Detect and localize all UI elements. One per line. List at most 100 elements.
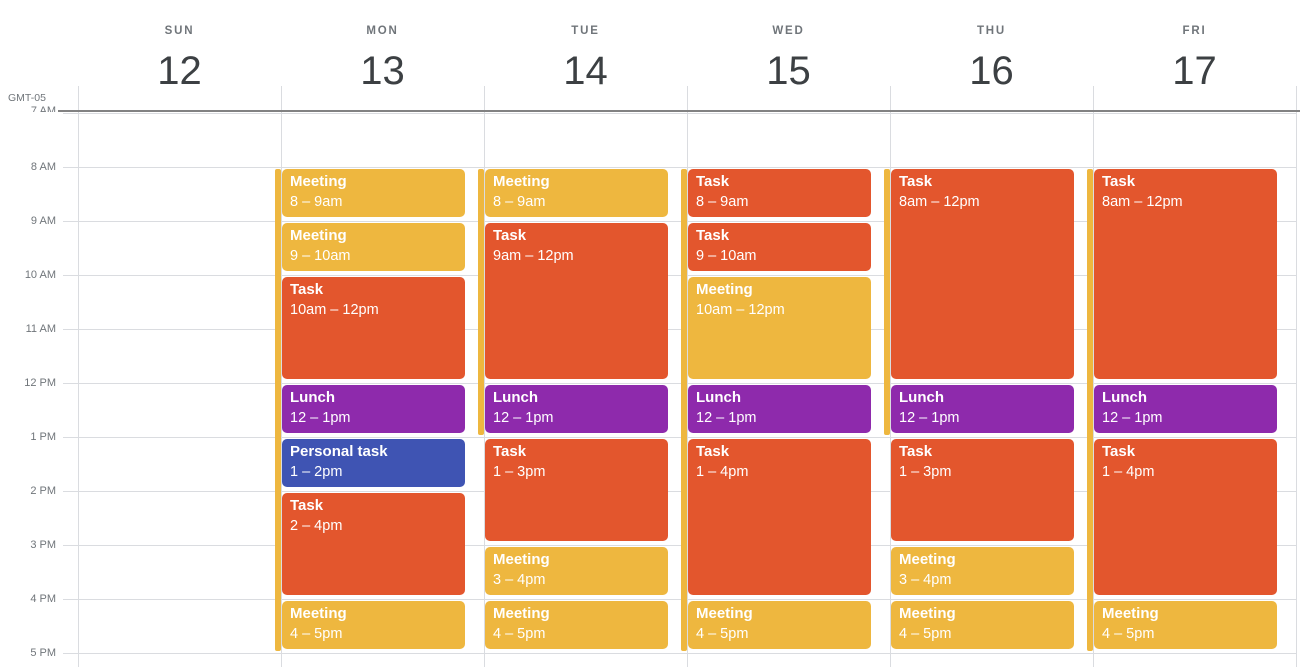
scroll-boundary-line xyxy=(58,110,1300,112)
day-grid-line xyxy=(1296,86,1297,667)
underlay-event-strip xyxy=(1087,169,1093,651)
calendar-event[interactable]: Meeting 4 – 5pm xyxy=(891,601,1074,649)
weekday-label: THU xyxy=(976,25,1007,37)
calendar-event[interactable]: Meeting 10am – 12pm xyxy=(688,277,871,379)
event-title: Task xyxy=(1102,173,1136,190)
day-grid-line xyxy=(1093,86,1094,667)
event-title: Meeting xyxy=(493,605,550,622)
underlay-event-strip xyxy=(681,169,687,651)
day-grid-line xyxy=(484,86,485,667)
event-time: 12 – 1pm xyxy=(1102,410,1163,426)
event-title: Task xyxy=(493,227,527,244)
event-time: 12 – 1pm xyxy=(493,410,554,426)
event-title: Lunch xyxy=(696,389,741,406)
event-time: 1 – 2pm xyxy=(290,464,343,480)
timezone-label: GMT-05 xyxy=(8,92,46,104)
event-time: 8am – 12pm xyxy=(1102,194,1183,210)
date-number[interactable]: 13 xyxy=(360,49,405,93)
calendar-event[interactable]: Task 1 – 3pm xyxy=(891,439,1074,541)
calendar-event[interactable]: Meeting 9 – 10am xyxy=(282,223,465,271)
event-time: 1 – 4pm xyxy=(1102,464,1155,480)
calendar-event[interactable]: Meeting 8 – 9am xyxy=(485,169,668,217)
calendar-event[interactable]: Task 2 – 4pm xyxy=(282,493,465,595)
calendar-event[interactable]: Lunch 12 – 1pm xyxy=(282,385,465,433)
calendar-event[interactable]: Meeting 3 – 4pm xyxy=(485,547,668,595)
hour-grid-line xyxy=(63,545,1296,546)
event-title: Task xyxy=(1102,443,1136,460)
hour-grid-line xyxy=(63,491,1296,492)
hour-label: 11 AM xyxy=(25,323,56,335)
event-title: Task xyxy=(899,443,933,460)
calendar-event[interactable]: Task 9am – 12pm xyxy=(485,223,668,379)
event-title: Meeting xyxy=(696,605,753,622)
event-time: 9 – 10am xyxy=(290,248,351,264)
hour-label: 3 PM xyxy=(30,539,56,551)
hour-label: 4 PM xyxy=(30,593,56,605)
calendar-event[interactable]: Meeting 4 – 5pm xyxy=(688,601,871,649)
date-number[interactable]: 16 xyxy=(969,49,1014,93)
date-number[interactable]: 14 xyxy=(563,49,608,93)
calendar-event[interactable]: Lunch 12 – 1pm xyxy=(891,385,1074,433)
event-title: Task xyxy=(290,497,324,514)
event-time: 4 – 5pm xyxy=(1102,626,1155,642)
event-time: 2 – 4pm xyxy=(290,518,343,534)
underlay-event-strip xyxy=(478,169,484,435)
event-title: Meeting xyxy=(290,173,347,190)
event-time: 12 – 1pm xyxy=(899,410,960,426)
weekday-label: MON xyxy=(366,25,399,37)
hour-grid-line xyxy=(63,653,1296,654)
event-time: 12 – 1pm xyxy=(290,410,351,426)
calendar-event[interactable]: Task 8am – 12pm xyxy=(1094,169,1277,379)
day-grid-line xyxy=(687,86,688,667)
event-title: Task xyxy=(696,443,730,460)
hour-label: 9 AM xyxy=(30,215,56,227)
calendar-event[interactable]: Personal task 1 – 2pm xyxy=(282,439,465,487)
event-time: 9am – 12pm xyxy=(493,248,574,264)
calendar-event[interactable]: Meeting 4 – 5pm xyxy=(1094,601,1277,649)
event-time: 1 – 3pm xyxy=(899,464,952,480)
calendar-event[interactable]: Task 8am – 12pm xyxy=(891,169,1074,379)
day-grid-line xyxy=(890,86,891,667)
event-title: Personal task xyxy=(290,443,388,460)
calendar-event[interactable]: Meeting 4 – 5pm xyxy=(485,601,668,649)
calendar-event[interactable]: Lunch 12 – 1pm xyxy=(688,385,871,433)
day-column-sun[interactable] xyxy=(78,86,281,667)
date-number[interactable]: 17 xyxy=(1172,49,1217,93)
calendar-event[interactable]: Task 8 – 9am xyxy=(688,169,871,217)
date-number[interactable]: 15 xyxy=(766,49,811,93)
calendar-event[interactable]: Task 9 – 10am xyxy=(688,223,871,271)
event-title: Meeting xyxy=(493,551,550,568)
hour-grid-line xyxy=(63,437,1296,438)
hour-label: 12 PM xyxy=(24,377,56,389)
calendar-event[interactable]: Lunch 12 – 1pm xyxy=(1094,385,1277,433)
hour-label: 1 PM xyxy=(30,431,56,443)
hour-label: 5 PM xyxy=(30,647,56,659)
event-time: 3 – 4pm xyxy=(899,572,952,588)
calendar-event[interactable]: Task 10am – 12pm xyxy=(282,277,465,379)
event-title: Meeting xyxy=(899,551,956,568)
underlay-event-strip xyxy=(275,169,281,651)
weekday-label: FRI xyxy=(1182,25,1207,37)
calendar-event[interactable]: Meeting 8 – 9am xyxy=(282,169,465,217)
event-time: 8 – 9am xyxy=(290,194,343,210)
event-time: 9 – 10am xyxy=(696,248,757,264)
event-title: Lunch xyxy=(899,389,944,406)
event-title: Lunch xyxy=(1102,389,1147,406)
event-time: 1 – 3pm xyxy=(493,464,546,480)
event-title: Lunch xyxy=(290,389,335,406)
clipped-hour-label-wrap: 7 AM xyxy=(0,100,56,112)
event-title: Task xyxy=(493,443,527,460)
calendar-event[interactable]: Meeting 3 – 4pm xyxy=(891,547,1074,595)
date-number[interactable]: 12 xyxy=(157,49,202,93)
calendar-event[interactable]: Meeting 4 – 5pm xyxy=(282,601,465,649)
calendar-event[interactable]: Task 1 – 4pm xyxy=(688,439,871,595)
hour-grid-line xyxy=(63,275,1296,276)
event-title: Meeting xyxy=(290,605,347,622)
hour-label: 7 AM xyxy=(30,105,56,112)
event-title: Task xyxy=(290,281,324,298)
calendar-event[interactable]: Task 1 – 4pm xyxy=(1094,439,1277,595)
calendar-event[interactable]: Task 1 – 3pm xyxy=(485,439,668,541)
calendar-event[interactable]: Lunch 12 – 1pm xyxy=(485,385,668,433)
event-time: 4 – 5pm xyxy=(899,626,952,642)
event-title: Task xyxy=(696,227,730,244)
